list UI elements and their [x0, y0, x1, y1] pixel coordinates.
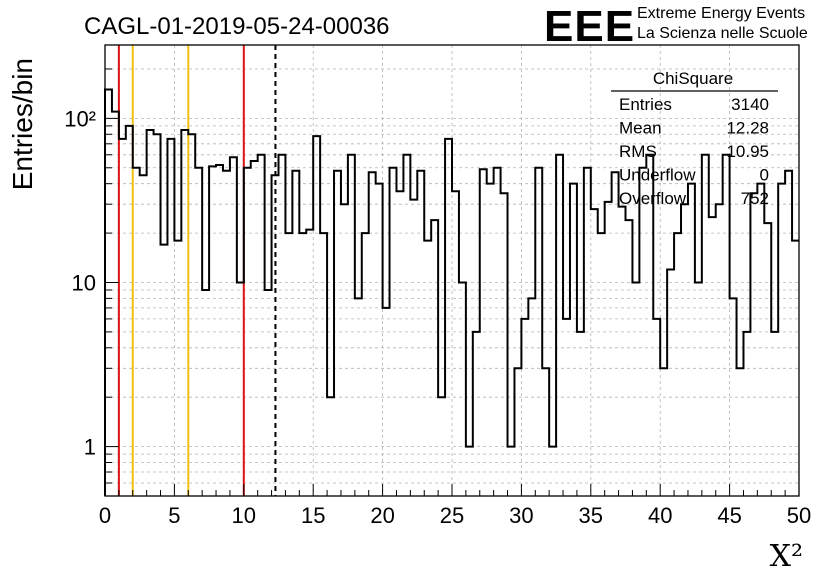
chart-title: CAGL-01-2019-05-24-00036 [84, 13, 390, 40]
stats-row-value: 12.28 [726, 119, 769, 138]
x-axis-label: X² [770, 539, 803, 572]
logo-mark: EEE [544, 2, 635, 51]
x-tick-label: 15 [301, 503, 325, 528]
y-tick-label: 1 [84, 435, 96, 460]
stats-rows: Entries 3140 Mean 12.28 RMS 10.95 Underflow 0 Ov… [619, 95, 769, 208]
y-tick-label: 10² [64, 106, 96, 131]
x-tick-label: 20 [370, 503, 394, 528]
x-tick-label: 35 [579, 503, 603, 528]
eee-logo: EEE Extreme Energy Events La Scienza nel… [544, 2, 808, 51]
x-tick-label: 5 [168, 503, 180, 528]
histogram-series [104, 88, 799, 496]
x-tick-label: 45 [717, 503, 741, 528]
x-tick-label: 25 [440, 503, 464, 528]
stats-row-value: 10.95 [726, 142, 769, 161]
y-tick-label: 10 [72, 270, 96, 295]
stats-row-label: Overflow [619, 189, 687, 208]
x-axis-ticks: 0 5 10 15 20 25 30 35 40 45 50 [99, 484, 811, 528]
x-tick-label: 40 [648, 503, 672, 528]
stats-row-value: 752 [741, 189, 769, 208]
y-axis-ticks: 1 10 10² [64, 68, 119, 484]
reference-lines [117, 45, 277, 496]
stats-row-value: 3140 [731, 95, 769, 114]
stats-row-label: Mean [619, 119, 662, 138]
stats-row-label: Underflow [619, 166, 696, 185]
stats-row-value: 0 [760, 166, 769, 185]
x-tick-label: 10 [232, 503, 256, 528]
stats-title: ChiSquare [653, 69, 733, 88]
x-tick-label: 50 [787, 503, 811, 528]
histogram-outline [104, 88, 799, 496]
x-tick-label: 0 [99, 503, 111, 528]
x-tick-label: 30 [509, 503, 533, 528]
stats-row-label: Entries [619, 95, 672, 114]
grid-lines [105, 45, 799, 496]
stats-box: ChiSquare Entries 3140 Mean 12.28 RMS 10.95 Un… [611, 69, 778, 208]
logo-line-1: Extreme Energy Events [637, 5, 805, 22]
stats-row-label: RMS [619, 142, 657, 161]
y-axis-label: Entries/bin [7, 58, 38, 190]
logo-line-2: La Scienza nelle Scuole [637, 25, 808, 42]
